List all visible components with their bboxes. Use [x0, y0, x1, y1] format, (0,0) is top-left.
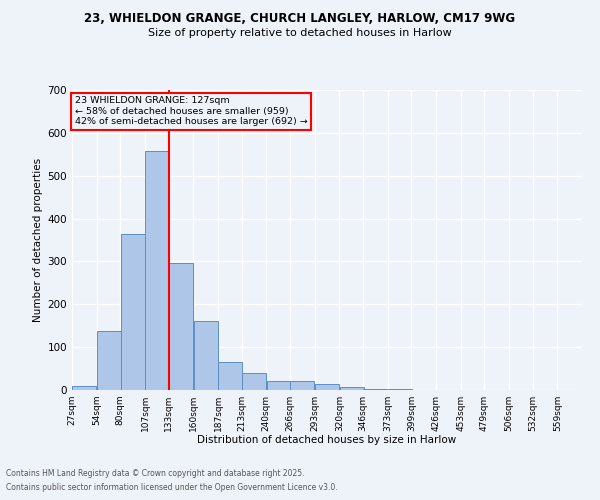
Bar: [364, 388, 388, 390]
Text: Contains public sector information licensed under the Open Government Licence v3: Contains public sector information licen…: [6, 484, 338, 492]
Bar: [218, 362, 242, 390]
Bar: [266, 382, 290, 390]
Y-axis label: Number of detached properties: Number of detached properties: [34, 158, 43, 322]
Bar: [194, 320, 218, 390]
Bar: [97, 332, 121, 390]
Text: 23 WHIELDON GRANGE: 127sqm
← 58% of detached houses are smaller (959)
42% of sem: 23 WHIELDON GRANGE: 127sqm ← 58% of deta…: [75, 96, 307, 126]
Bar: [290, 382, 314, 390]
Text: 23, WHIELDON GRANGE, CHURCH LANGLEY, HARLOW, CM17 9WG: 23, WHIELDON GRANGE, CHURCH LANGLEY, HAR…: [85, 12, 515, 26]
Text: Contains HM Land Registry data © Crown copyright and database right 2025.: Contains HM Land Registry data © Crown c…: [6, 468, 305, 477]
Bar: [73, 386, 96, 390]
Bar: [121, 234, 145, 390]
Bar: [145, 152, 169, 390]
Bar: [340, 386, 364, 390]
Text: Size of property relative to detached houses in Harlow: Size of property relative to detached ho…: [148, 28, 452, 38]
Bar: [388, 389, 412, 390]
Bar: [242, 373, 266, 390]
X-axis label: Distribution of detached houses by size in Harlow: Distribution of detached houses by size …: [197, 436, 457, 446]
Bar: [315, 384, 339, 390]
Bar: [169, 262, 193, 390]
